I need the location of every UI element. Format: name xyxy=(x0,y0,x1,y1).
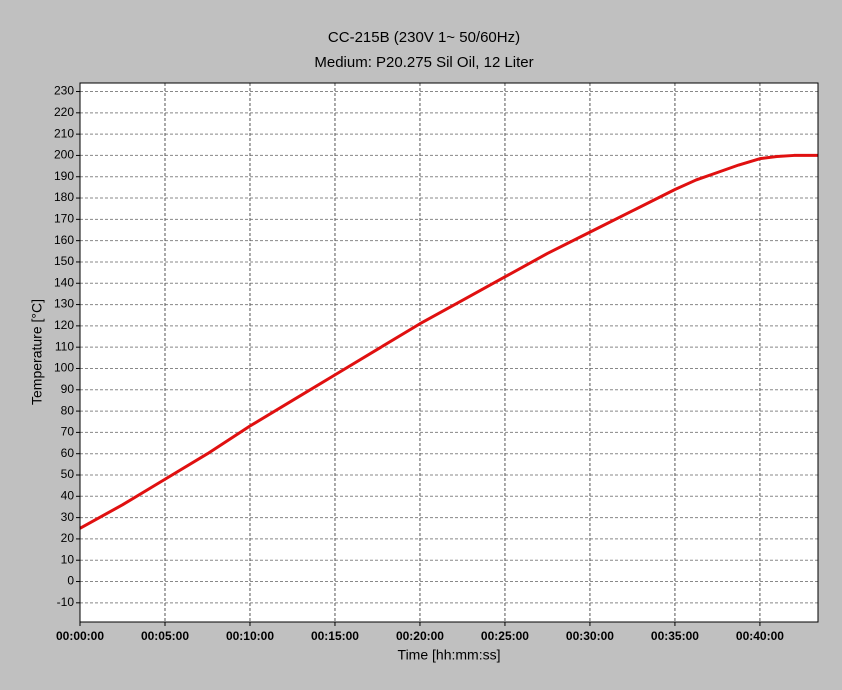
y-tick-label: 220 xyxy=(54,105,74,119)
x-axis-label: Time [hh:mm:ss] xyxy=(398,647,501,663)
y-tick-label: 200 xyxy=(54,148,74,162)
y-tick-label: 80 xyxy=(61,403,75,417)
y-tick-label: 210 xyxy=(54,126,74,140)
y-tick-label: 170 xyxy=(54,212,74,226)
y-tick-label: 70 xyxy=(61,425,75,439)
y-tick-label: 40 xyxy=(61,488,75,502)
y-tick-label: 190 xyxy=(54,169,74,183)
y-tick-label: 230 xyxy=(54,84,74,98)
y-tick-label: 160 xyxy=(54,233,74,247)
y-axis-label: Temperature [°C] xyxy=(29,299,45,405)
y-tick-label: 60 xyxy=(61,446,75,460)
y-tick-label: 110 xyxy=(55,339,74,353)
x-tick-label: 00:35:00 xyxy=(651,629,699,643)
y-tick-label: 50 xyxy=(61,467,75,481)
y-tick-label: -10 xyxy=(57,595,75,609)
y-tick-label: 130 xyxy=(54,297,74,311)
plot-border xyxy=(79,82,819,623)
y-tick-label: 10 xyxy=(61,552,75,566)
x-tick-label: 00:00:00 xyxy=(56,629,104,643)
x-tick-label: 00:05:00 xyxy=(141,629,189,643)
chart-subtitle: Medium: P20.275 Sil Oil, 12 Liter xyxy=(314,54,533,71)
chart-title: CC-215B (230V 1~ 50/60Hz) xyxy=(328,29,520,46)
x-tick-label: 00:15:00 xyxy=(311,629,359,643)
y-tick-label: 140 xyxy=(54,275,74,289)
y-tick-label: 0 xyxy=(67,574,74,588)
y-tick-label: 30 xyxy=(61,510,75,524)
x-tick-label: 00:20:00 xyxy=(396,629,444,643)
data-line xyxy=(79,153,818,530)
plot-layer: -10 0 10 20 30 40 50 60 70 80 90 100 110 120 130 140 150… xyxy=(54,83,818,643)
y-tick-label: 180 xyxy=(54,190,74,204)
x-tick-label: 00:25:00 xyxy=(481,629,529,643)
x-tick-label: 00:40:00 xyxy=(736,629,784,643)
y-tick-label: 20 xyxy=(61,531,75,545)
x-tick-label: 00:10:00 xyxy=(226,629,274,643)
plot-area xyxy=(80,83,818,622)
y-tick-label: 90 xyxy=(61,382,75,396)
y-tick-label: 120 xyxy=(54,318,74,332)
y-tick-label: 150 xyxy=(54,254,74,268)
y-tick-label: 100 xyxy=(54,361,74,375)
x-tick-label: 00:30:00 xyxy=(566,629,614,643)
